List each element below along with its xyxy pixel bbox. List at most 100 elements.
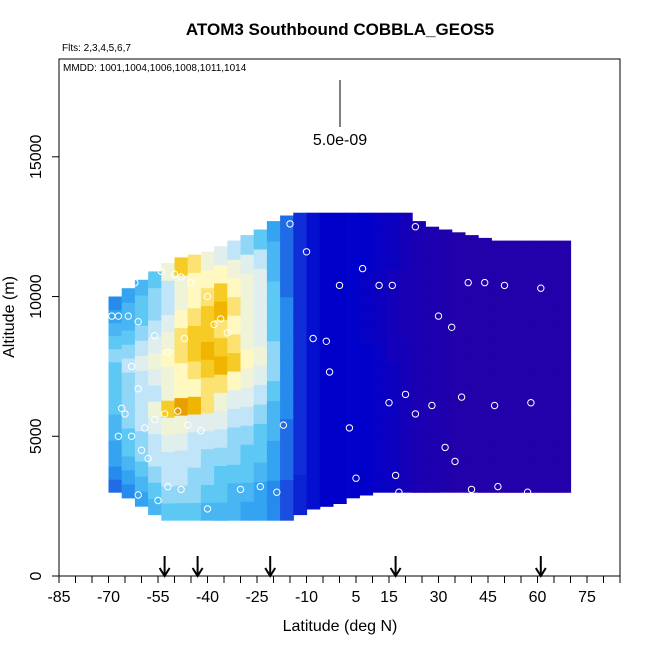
heatmap-cell [332, 329, 347, 349]
heatmap-cell [517, 475, 532, 493]
sample-point [457, 393, 466, 401]
heatmap-cell [346, 345, 360, 366]
heatmap-cell [108, 413, 123, 428]
flight-arrow [158, 556, 171, 578]
heatmap-cell [253, 384, 268, 405]
heatmap-cell [174, 380, 189, 399]
heatmap-cell [398, 343, 413, 363]
heatmap-cell [412, 401, 426, 421]
x-tick-label: 15 [380, 589, 398, 606]
heatmap-cell [504, 274, 519, 292]
sample-point [187, 278, 195, 287]
heatmap-cell [121, 469, 136, 485]
heatmap-cell [504, 425, 519, 443]
heatmap-cell [253, 248, 268, 269]
heatmap-cell [557, 425, 572, 443]
chart-title: ATOM3 Southbound COBBLA_GEOS5 [186, 20, 494, 39]
heatmap-cell [359, 363, 374, 383]
heatmap-cell [517, 441, 532, 460]
heatmap-cell [253, 500, 268, 521]
heatmap-cell [438, 334, 453, 353]
heatmap-cell [412, 257, 426, 276]
heatmap-cell [504, 257, 519, 275]
heatmap-cell [332, 367, 347, 388]
heatmap-cell [438, 439, 453, 458]
heatmap-cell [121, 399, 136, 415]
heatmap-cell [398, 361, 413, 381]
sample-point [411, 223, 420, 231]
heatmap-cell [174, 502, 189, 521]
heatmap-cell [438, 282, 453, 301]
sample-point [203, 505, 212, 513]
heatmap-cell [319, 427, 334, 449]
heatmap-cell [491, 257, 506, 275]
heatmap-cell [346, 231, 360, 252]
heatmap-cell [332, 425, 347, 446]
heatmap-cell [425, 456, 440, 476]
heatmap-cell [121, 413, 136, 429]
heatmap-cell [425, 439, 440, 458]
heatmap-cell [319, 271, 334, 292]
heatmap-cell [214, 392, 228, 412]
heatmap-cell [504, 374, 519, 393]
heatmap-cell [121, 288, 136, 303]
heatmap-cell [451, 301, 466, 320]
heatmap-cell [372, 399, 387, 419]
heatmap-cell [306, 232, 321, 253]
heatmap-cell [412, 347, 426, 367]
heatmap-cell [174, 274, 189, 293]
heatmap-cell [319, 330, 334, 351]
heatmap-cell [266, 241, 281, 262]
heatmap-cell [306, 350, 321, 372]
heatmap-cell [200, 359, 215, 378]
heatmap-cell [372, 305, 387, 326]
heatmap-cell [504, 240, 519, 258]
heatmap-cell [372, 231, 387, 251]
heatmap-cell [372, 287, 387, 307]
heatmap-cell [227, 333, 242, 353]
heatmap-cell [227, 259, 242, 279]
heatmap-cell [161, 468, 176, 487]
sample-point [388, 281, 396, 290]
sample-point [279, 421, 288, 429]
heatmap-cell [293, 474, 308, 495]
heatmap-cell [544, 425, 558, 443]
heatmap-cell [478, 373, 492, 392]
x-tick-label: 75 [578, 589, 596, 606]
heatmap-cell [398, 454, 413, 475]
heatmap-cell [266, 420, 281, 441]
heatmap-cell [451, 422, 466, 441]
heatmap-cell [134, 370, 149, 386]
x-tick-label: 5 [352, 589, 361, 606]
flight-arrow [389, 556, 402, 578]
heatmap-cell [398, 305, 413, 326]
heatmap-cell [346, 364, 360, 385]
sample-point [127, 362, 136, 371]
heatmap-cell [174, 257, 189, 276]
heatmap-cell [293, 393, 308, 415]
heatmap-cell [398, 417, 413, 437]
heatmap-cell [200, 484, 215, 503]
heatmap-cell [240, 482, 255, 502]
heatmap-cell [280, 276, 294, 298]
heatmap-cell [412, 456, 426, 475]
heatmap-layer [108, 212, 572, 521]
heatmap-cell [478, 407, 492, 425]
sample-point [184, 421, 192, 429]
heatmap-cell [174, 292, 189, 311]
heatmap-cell [108, 427, 123, 441]
heatmap-cell [108, 348, 123, 363]
heatmap-cell [161, 503, 176, 521]
heatmap-cell [266, 280, 281, 302]
heatmap-cell [253, 326, 268, 347]
heatmap-cell [319, 388, 334, 409]
heatmap-cell [557, 341, 572, 359]
sample-point [154, 496, 162, 505]
heatmap-cell [134, 430, 149, 447]
heatmap-cell [557, 324, 572, 342]
heatmap-cell [557, 475, 572, 493]
heatmap-cell [372, 380, 387, 400]
heatmap-cell [557, 358, 572, 376]
heatmap-cell [425, 368, 440, 387]
